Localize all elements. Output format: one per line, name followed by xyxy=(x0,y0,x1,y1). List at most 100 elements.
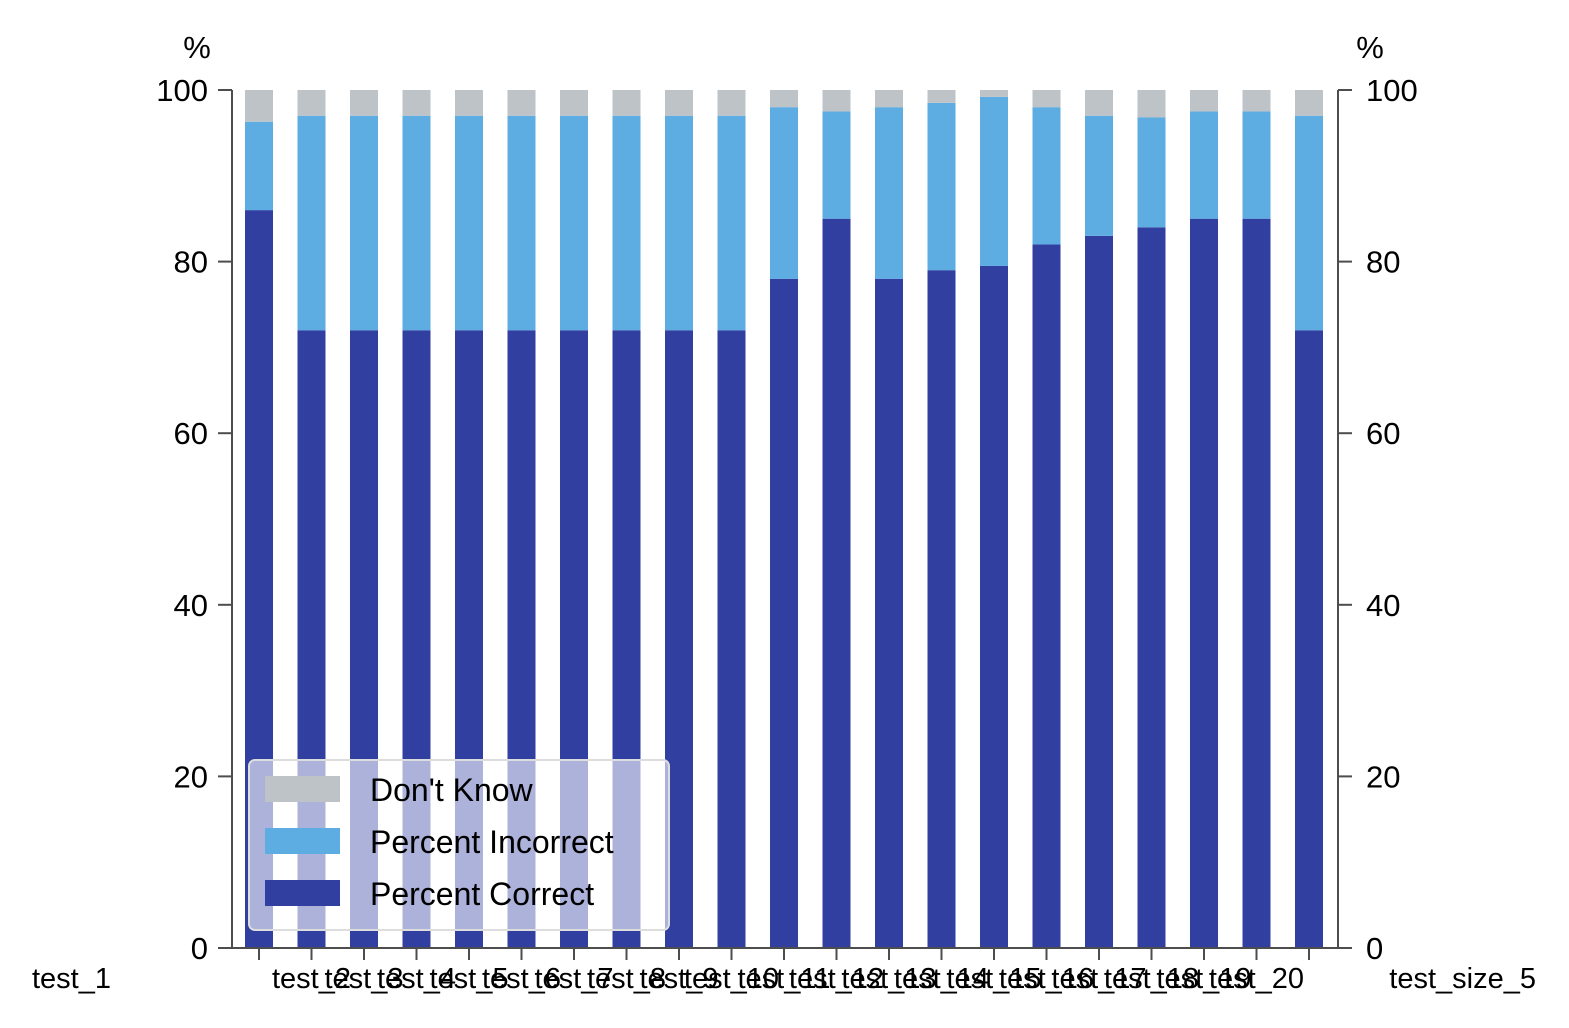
bar-don-t-know-1 xyxy=(245,90,273,122)
bar-percent-incorrect-4 xyxy=(402,115,431,331)
x-tick-label-6: test_6 xyxy=(482,963,561,995)
bar-percent-incorrect-21 xyxy=(1295,115,1323,331)
y-unit-label-right: % xyxy=(1356,30,1384,65)
y-tick-label-left-80: 80 xyxy=(174,245,208,280)
bar-don-t-know-17 xyxy=(1085,90,1113,116)
x-tick-label-8: test_8 xyxy=(587,963,666,995)
axes-layer: 0 0 20 20 40 40 60 60 80 80 100 100%% xyxy=(156,30,1417,966)
bar-percent-incorrect-12 xyxy=(822,111,851,219)
y-tick-label-right-100: 100 xyxy=(1366,73,1418,108)
bar-percent-incorrect-5 xyxy=(455,115,483,331)
bar-don-t-know-11 xyxy=(770,90,798,108)
bar-percent-incorrect-19 xyxy=(1190,111,1218,219)
bar-percent-incorrect-15 xyxy=(980,96,1008,266)
bar-percent-incorrect-20 xyxy=(1242,111,1271,219)
bar-percent-correct-13 xyxy=(875,278,903,948)
y-tick-label-left-20: 20 xyxy=(174,759,208,794)
x-tick-label-19: test_19 xyxy=(1156,963,1251,995)
x-tick-label-21: test_size_5 xyxy=(1389,963,1536,995)
x-tick-label-13: test_13 xyxy=(841,963,936,995)
bar-percent-correct-19 xyxy=(1190,218,1218,948)
bar-don-t-know-9 xyxy=(665,90,693,116)
bar-percent-correct-18 xyxy=(1137,227,1166,948)
x-tick-label-18: test_18 xyxy=(1104,963,1199,995)
y-tick-label-left-40: 40 xyxy=(174,588,208,623)
bar-percent-incorrect-3 xyxy=(350,115,378,331)
bar-percent-correct-15 xyxy=(980,265,1008,948)
bar-percent-correct-21 xyxy=(1295,330,1323,948)
bar-percent-correct-20 xyxy=(1242,218,1271,948)
bar-percent-correct-11 xyxy=(770,278,798,948)
legend-swatch-don-t-know xyxy=(265,776,340,802)
x-tick-label-17: test_17 xyxy=(1051,963,1146,995)
bar-percent-incorrect-7 xyxy=(560,115,588,331)
bar-don-t-know-18 xyxy=(1137,90,1166,118)
bar-don-t-know-4 xyxy=(402,90,431,116)
bar-percent-incorrect-16 xyxy=(1032,107,1061,245)
legend-label-percent-incorrect: Percent Incorrect xyxy=(370,824,614,860)
legend-frame xyxy=(248,759,670,931)
y-tick-label-left-0: 0 xyxy=(191,931,208,966)
bar-don-t-know-19 xyxy=(1190,90,1218,112)
y-tick-label-right-80: 80 xyxy=(1366,245,1400,280)
x-tick-label-4: test_4 xyxy=(377,963,456,995)
y-tick-label-right-20: 20 xyxy=(1366,759,1400,794)
bar-percent-incorrect-18 xyxy=(1137,117,1166,228)
bar-don-t-know-7 xyxy=(560,90,588,116)
bar-percent-incorrect-11 xyxy=(770,107,798,279)
bar-percent-incorrect-9 xyxy=(665,115,693,331)
bar-percent-incorrect-10 xyxy=(717,115,746,331)
bar-don-t-know-8 xyxy=(612,90,641,116)
bar-percent-correct-10 xyxy=(717,330,746,948)
bar-percent-correct-14 xyxy=(927,270,956,948)
bar-don-t-know-10 xyxy=(717,90,746,116)
bar-don-t-know-13 xyxy=(875,90,903,108)
x-tick-label-3: test_3 xyxy=(325,963,404,995)
y-tick-label-right-40: 40 xyxy=(1366,588,1400,623)
legend-label-percent-correct: Percent Correct xyxy=(370,876,594,912)
bar-don-t-know-15 xyxy=(980,90,1008,97)
bar-percent-incorrect-8 xyxy=(612,115,641,331)
x-tick-label-20: test_20 xyxy=(1209,963,1304,995)
bar-percent-correct-16 xyxy=(1032,244,1061,948)
bar-percent-incorrect-6 xyxy=(507,115,536,331)
bar-don-t-know-3 xyxy=(350,90,378,116)
x-tick-labels: test_1 test_2test_3test_4test_5test_6test… xyxy=(32,948,1536,995)
x-tick-label-11: test_11 xyxy=(738,963,831,995)
bar-percent-incorrect-14 xyxy=(927,102,956,271)
y-tick-label-right-60: 60 xyxy=(1366,416,1400,451)
x-tick-label-1: test_1 xyxy=(32,963,111,995)
bar-don-t-know-20 xyxy=(1242,90,1271,112)
legend-swatch-percent-correct xyxy=(265,880,340,906)
x-tick-label-16: test_16 xyxy=(999,963,1094,995)
y-unit-label-left: % xyxy=(183,30,211,65)
x-tick-label-14: test_14 xyxy=(894,963,989,995)
bar-percent-incorrect-1 xyxy=(245,121,273,211)
x-tick-label-5: test_5 xyxy=(430,963,509,995)
bar-don-t-know-16 xyxy=(1032,90,1061,108)
legend: Don't Know Percent Incorrect Percent Corre… xyxy=(248,759,670,931)
bar-percent-incorrect-13 xyxy=(875,107,903,279)
bar-don-t-know-21 xyxy=(1295,90,1323,116)
bar-don-t-know-12 xyxy=(822,90,851,112)
bar-percent-incorrect-2 xyxy=(297,115,326,331)
x-tick-label-2: test_2 xyxy=(272,963,351,995)
bar-don-t-know-5 xyxy=(455,90,483,116)
x-tick-label-7: test_7 xyxy=(535,963,614,995)
bar-don-t-know-6 xyxy=(507,90,536,116)
legend-label-don-t-know: Don't Know xyxy=(370,772,534,808)
x-tick-label-15: test_15 xyxy=(946,963,1041,995)
bar-don-t-know-2 xyxy=(297,90,326,116)
y-tick-label-right-0: 0 xyxy=(1366,931,1383,966)
y-tick-label-left-100: 100 xyxy=(156,73,208,108)
x-tick-label-10: test_10 xyxy=(684,963,779,995)
bar-percent-correct-17 xyxy=(1085,235,1113,949)
y-tick-label-left-60: 60 xyxy=(174,416,208,451)
bar-percent-correct-12 xyxy=(822,218,851,948)
bar-percent-incorrect-17 xyxy=(1085,115,1113,236)
x-tick-label-12: test_12 xyxy=(789,963,884,995)
bar-don-t-know-14 xyxy=(927,90,956,103)
legend-swatch-percent-incorrect xyxy=(265,828,340,854)
x-tick-label-9: test_9 xyxy=(640,963,719,995)
